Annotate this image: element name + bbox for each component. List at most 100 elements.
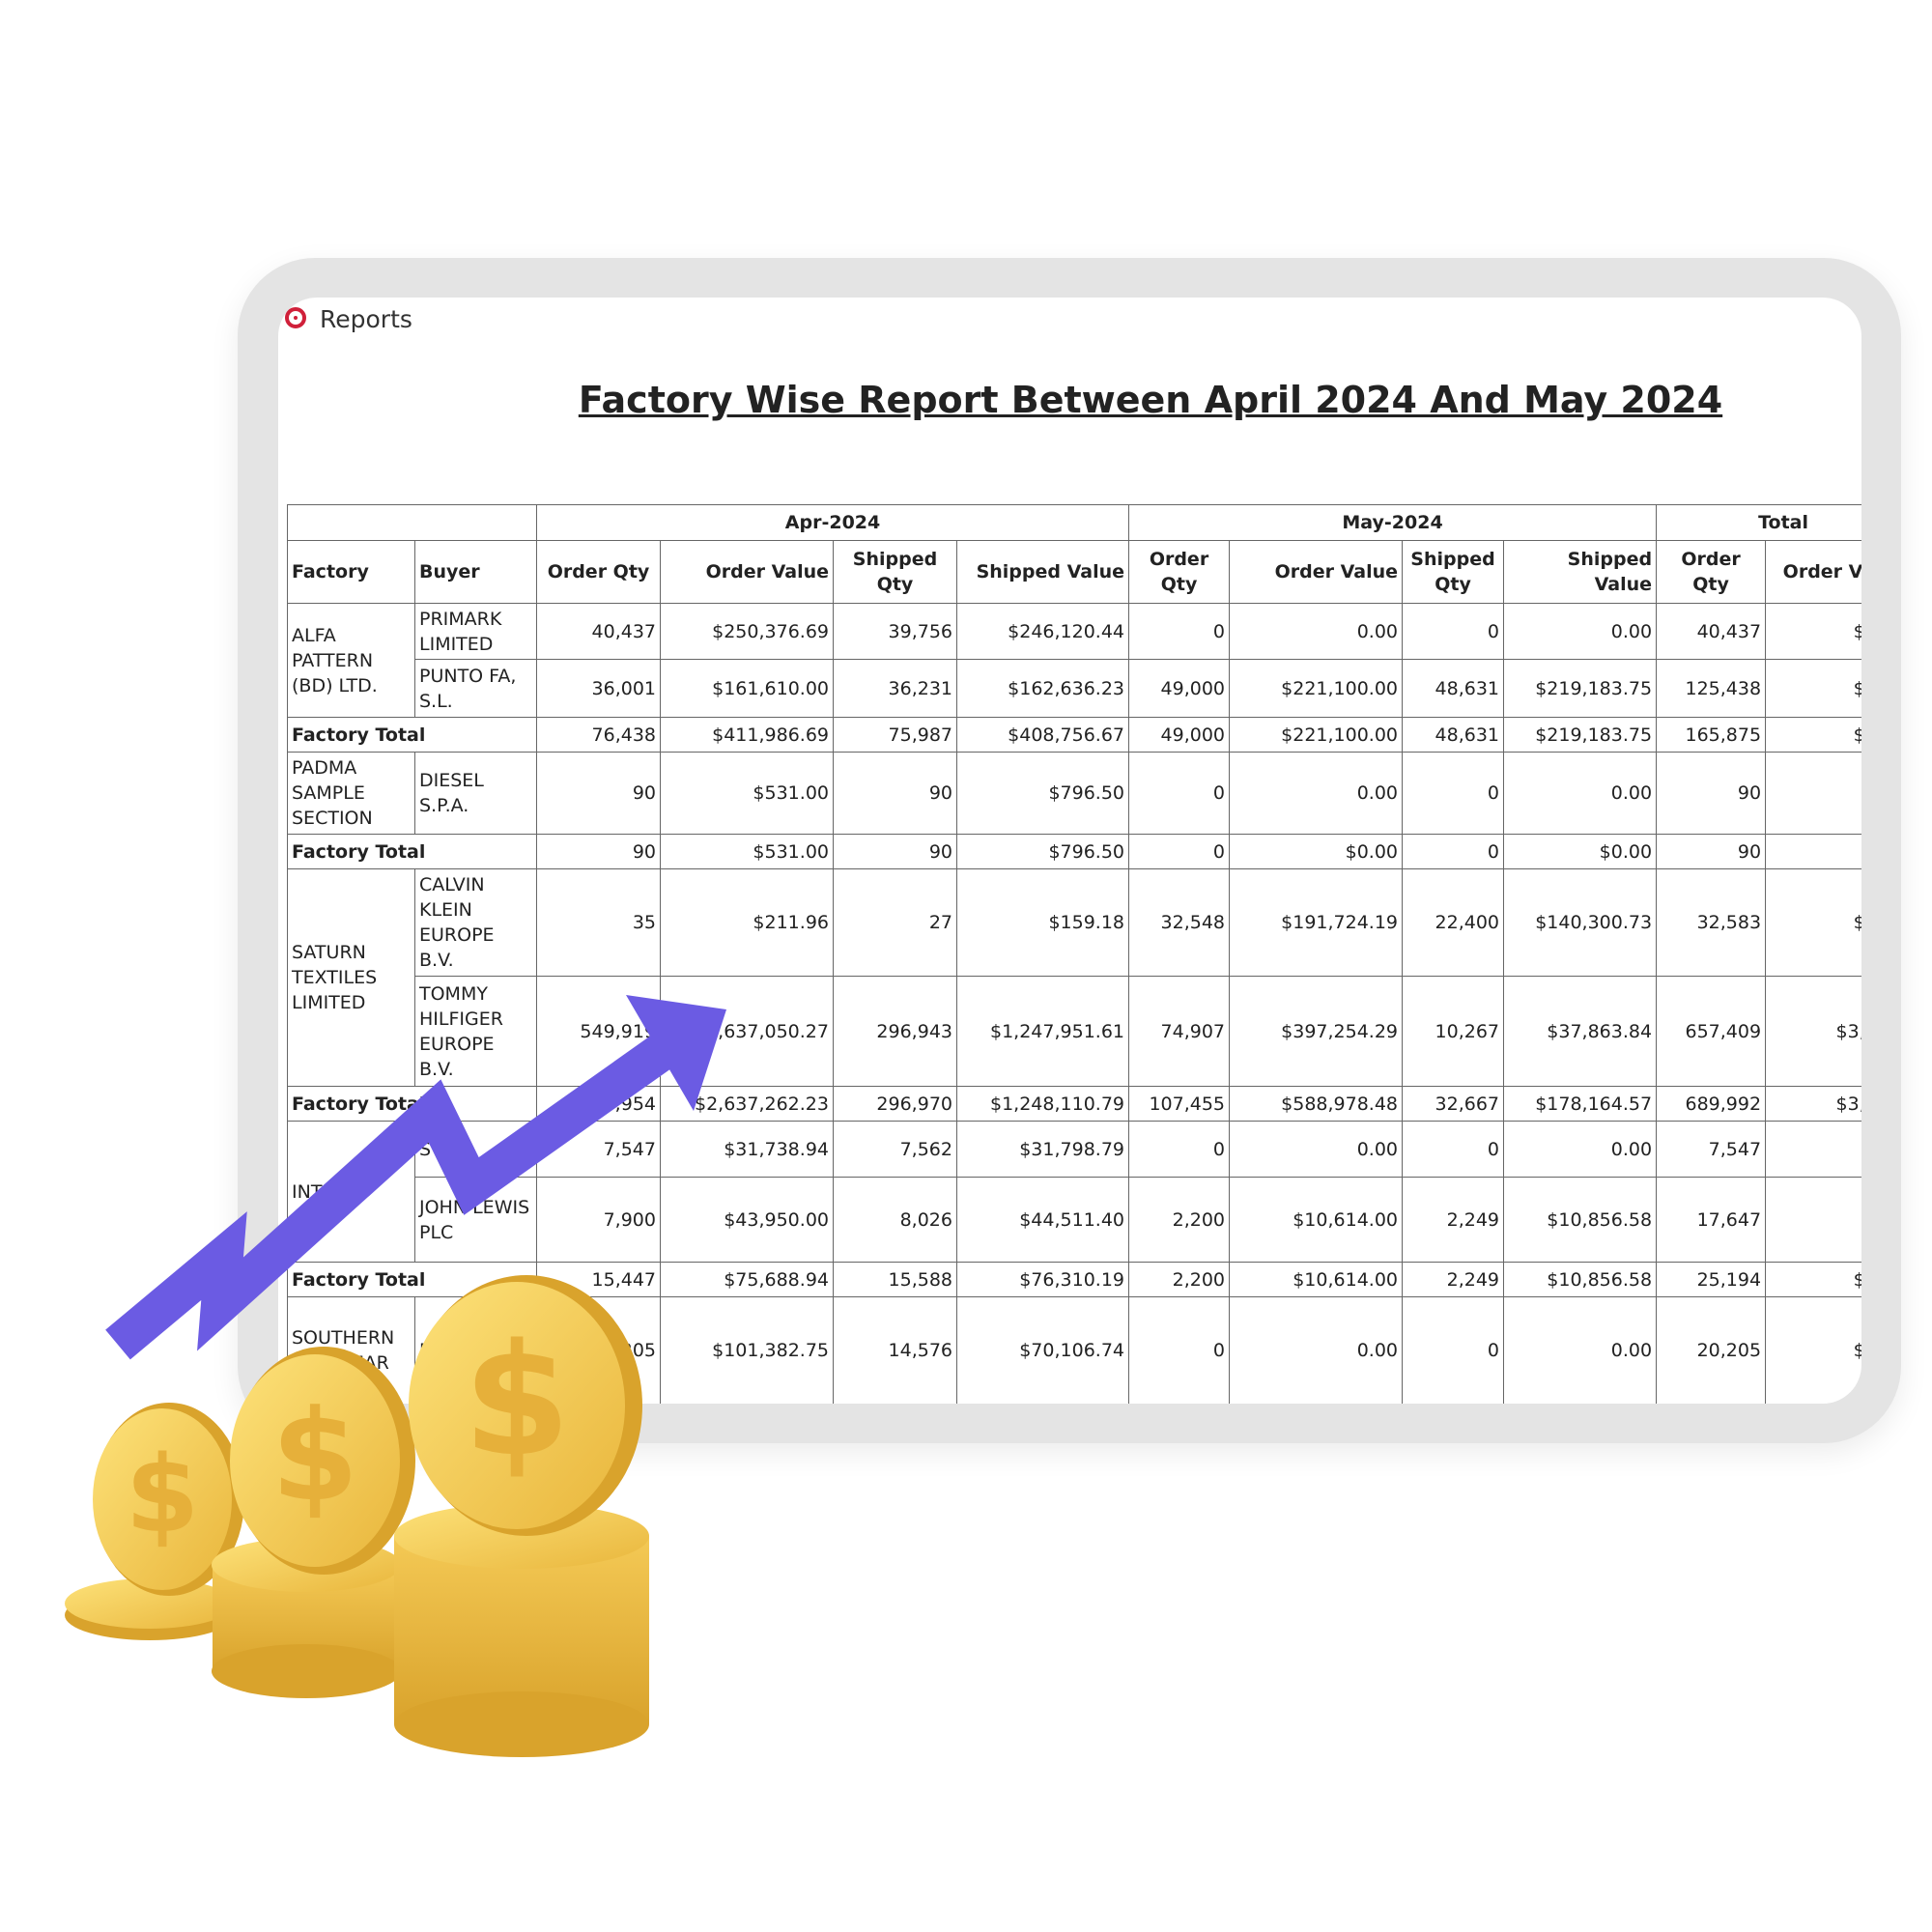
cell: $191,724.19 xyxy=(1229,868,1404,977)
cell: 7,900 xyxy=(536,1177,661,1263)
cell: 39,756 xyxy=(833,603,957,660)
cell: $101,382.75 xyxy=(660,1296,834,1404)
cell: 0 xyxy=(1128,752,1231,835)
trend-arrow xyxy=(105,995,726,1360)
factory-total-row: Factory Total 15,447 $75,688.94 15,588 $76,3… xyxy=(287,1262,1861,1297)
cell: $250,376.69 xyxy=(660,603,834,660)
cell: 40,437 xyxy=(536,603,661,660)
cell: 0.00 xyxy=(1229,1121,1404,1178)
cell: 0.00 xyxy=(1503,1296,1658,1404)
cell: 0 xyxy=(1128,1296,1231,1404)
svg-text:$: $ xyxy=(126,1433,200,1556)
cell: Factory Total xyxy=(287,717,537,753)
cell: 35 xyxy=(536,868,661,977)
report-title: Factory Wise Report Between April 2024 A… xyxy=(578,379,1723,421)
cell: $140,300.73 xyxy=(1503,868,1658,977)
cell: $31, xyxy=(1765,1121,1861,1178)
cell: PRIMARK LIMITED xyxy=(414,603,537,660)
cell: Order Qty xyxy=(536,540,661,604)
cell: 17,647 xyxy=(1656,1177,1767,1263)
cell: Order Value xyxy=(1229,540,1404,604)
cell: $531.00 xyxy=(660,752,834,835)
cell: $ xyxy=(1765,834,1861,869)
app-icon xyxy=(285,307,306,328)
cell: 8,026 xyxy=(833,1177,957,1263)
factory-total-row: Factory Total 549,954 $2,637,262.23 296,970… xyxy=(287,1086,1861,1122)
cell: 0.00 xyxy=(1503,752,1658,835)
cell: $211.96 xyxy=(660,868,834,977)
cell: CALVIN KLEIN EUROPE B.V. xyxy=(414,868,537,977)
column-header-row: Factory Buyer Order Qty Order Value Shipped … xyxy=(287,540,1861,604)
cell: $0.00 xyxy=(1229,834,1404,869)
cell: 14,576 xyxy=(833,1296,957,1404)
cell: $883, xyxy=(1765,717,1861,753)
cell: 0 xyxy=(1128,1121,1231,1178)
cell: $397,254.29 xyxy=(1229,976,1404,1087)
data-row: JOHN LEWIS PLC 7,900 $43,950.00 8,026 $44,51… xyxy=(288,1177,1861,1263)
cell: Factory xyxy=(287,540,415,604)
cell: $531.00 xyxy=(660,834,834,869)
window-title: Reports xyxy=(320,305,412,333)
cell: $588,978.48 xyxy=(1229,1086,1404,1122)
cell: $1,247,951.61 xyxy=(955,976,1130,1087)
cell: 657,409 xyxy=(1656,976,1767,1087)
cell: $10,856.58 xyxy=(1503,1177,1658,1263)
cell: Order Value xyxy=(1765,540,1861,604)
cell: 2,249 xyxy=(1402,1177,1505,1263)
cell: 75,987 xyxy=(833,717,957,753)
cell: $246,120.44 xyxy=(955,603,1130,660)
month-header-row: Apr-2024 May-2024 Total xyxy=(287,504,1861,541)
cell: 7,547 xyxy=(1656,1121,1767,1178)
cell: Factory Total xyxy=(287,834,537,869)
coins: $ $ $ xyxy=(65,1275,649,1757)
report-table: Apr-2024 May-2024 Total Factory Buyer Order Q… xyxy=(287,504,1861,1404)
factory-total-row: Factory Total 76,438 $411,986.69 75,987 $408… xyxy=(287,717,1861,753)
cell: $75,688.94 xyxy=(660,1262,834,1297)
cell: May-2024 xyxy=(1128,504,1658,541)
cell: TOMMY HILFIGER EUROPE B.V. xyxy=(414,976,537,1087)
cell: $10,614.00 xyxy=(1229,1177,1404,1263)
data-row: PADMA SAMPLE SECTION DIESEL S.P.A. 90 $531.… xyxy=(287,752,1861,835)
cell: $191, xyxy=(1765,868,1861,977)
cell: $221,100.00 xyxy=(1229,717,1404,753)
cell: $10,856.58 xyxy=(1503,1262,1658,1297)
cell: 107,455 xyxy=(1128,1086,1231,1122)
cell: $0.00 xyxy=(1503,834,1658,869)
svg-text:$: $ xyxy=(271,1382,358,1529)
cell: 32,667 xyxy=(1402,1086,1505,1122)
cell: $44,511.40 xyxy=(955,1177,1130,1263)
cell: Apr-2024 xyxy=(535,504,1130,541)
cell: Order Qty xyxy=(1128,540,1231,604)
cell: Shipped Value xyxy=(1503,540,1658,604)
cell: 40,437 xyxy=(1656,603,1767,660)
cell: $161,610.00 xyxy=(660,659,834,718)
cell: 0.00 xyxy=(1229,1296,1404,1404)
cell: 689,992 xyxy=(1656,1086,1767,1122)
cell: 90 xyxy=(833,752,957,835)
cell: $219,183.75 xyxy=(1503,659,1658,718)
cell: 48,631 xyxy=(1402,659,1505,718)
cell: $10,614.00 xyxy=(1229,1262,1404,1297)
cell: 74,907 xyxy=(1128,976,1231,1087)
cell: $37,863.84 xyxy=(1503,976,1658,1087)
cell: 90 xyxy=(536,752,661,835)
cell: $408,756.67 xyxy=(955,717,1130,753)
cell: ALFA PATTERN (BD) LTD. xyxy=(287,603,415,718)
cell: 7,562 xyxy=(833,1121,957,1178)
cell: $250, xyxy=(1765,603,1861,660)
cell: 125,438 xyxy=(1656,659,1767,718)
cell: 76,438 xyxy=(536,717,661,753)
cell: 2,200 xyxy=(1128,1262,1231,1297)
svg-text:$: $ xyxy=(463,1310,570,1491)
cell: $1,248,110.79 xyxy=(955,1086,1130,1122)
cell: Buyer xyxy=(414,540,537,604)
cell: 296,943 xyxy=(833,976,957,1087)
cell: 25,194 xyxy=(1656,1262,1767,1297)
data-row: SATURN TEXTILES LIMITED CALVIN KLEIN EURO… xyxy=(287,868,1861,1087)
cell: $221,100.00 xyxy=(1229,659,1404,718)
data-row: ALFA PATTERN (BD) LTD. PRIMARK LIMITED 40,… xyxy=(287,603,1861,718)
cell: 296,970 xyxy=(833,1086,957,1122)
cell: 32,548 xyxy=(1128,868,1231,977)
